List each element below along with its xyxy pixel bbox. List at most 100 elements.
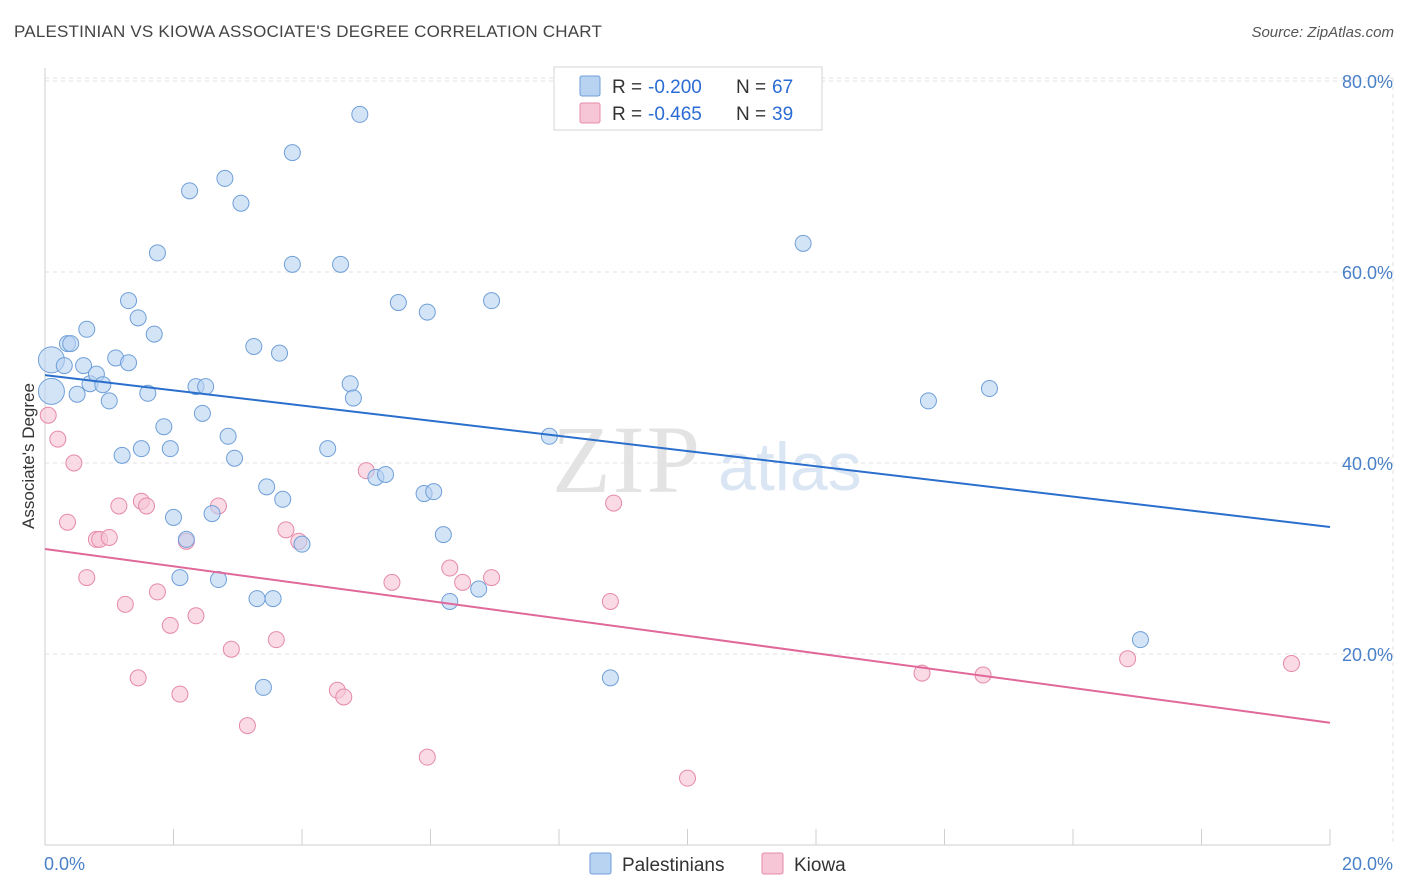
kiowa-point xyxy=(65,454,83,472)
palestinians-point xyxy=(94,376,112,394)
kiowa-trend-line xyxy=(44,547,1331,724)
y-tick-label: 20.0% xyxy=(1342,645,1393,665)
palestinians-point xyxy=(264,590,282,608)
palestinians-point xyxy=(483,292,501,310)
palestinians-point xyxy=(55,357,73,375)
legend-r-value-palestinians: -0.200 xyxy=(648,77,702,98)
palestinians-point xyxy=(62,335,80,353)
palestinians-point xyxy=(377,465,395,483)
kiowa-point xyxy=(418,748,436,766)
palestinians-point xyxy=(434,526,452,544)
palestinians-point xyxy=(332,255,350,273)
legend-n-label: N = xyxy=(736,77,766,98)
y-axis-label: Associate's Degree xyxy=(19,383,38,529)
y-tick-label: 60.0% xyxy=(1342,263,1393,283)
y-tick-label: 40.0% xyxy=(1342,454,1393,474)
palestinians-point xyxy=(226,449,244,467)
palestinians-point xyxy=(470,580,488,598)
legend-swatch-palestinians xyxy=(579,75,601,97)
palestinians-point xyxy=(980,380,998,398)
kiowa-point xyxy=(601,592,619,610)
chart-title: PALESTINIAN VS KIOWA ASSOCIATE'S DEGREE … xyxy=(14,22,603,41)
palestinians-point xyxy=(120,292,138,310)
kiowa-point xyxy=(138,497,156,515)
y-tick-label: 80.0% xyxy=(1342,72,1393,92)
palestinians-point xyxy=(203,505,221,523)
legend-n-value-kiowa: 39 xyxy=(772,104,793,125)
legend-r-label: R = xyxy=(612,77,642,98)
kiowa-point xyxy=(267,631,285,649)
tick-labels: 20.0% 40.0% 60.0% 80.0% 0.0% 20.0% xyxy=(44,72,1393,874)
palestinians-point xyxy=(1131,631,1149,649)
palestinians-point xyxy=(161,440,179,458)
palestinians-point xyxy=(919,392,937,410)
bottom-legend-palestinians: Palestinians xyxy=(622,855,724,876)
palestinians-point xyxy=(344,389,362,407)
palestinians-point xyxy=(197,378,215,396)
series-legend: Palestinians Kiowa xyxy=(589,852,846,876)
palestinians-point xyxy=(601,669,619,687)
palestinians-point xyxy=(254,678,272,696)
kiowa-point xyxy=(129,669,147,687)
kiowa-point xyxy=(148,583,166,601)
palestinians-point xyxy=(129,309,147,327)
x-tick-label-max: 20.0% xyxy=(1342,854,1393,874)
watermark: ZIP atlas xyxy=(552,406,862,513)
source-credit: Source: ZipAtlas.com xyxy=(1251,24,1394,41)
kiowa-point xyxy=(277,521,295,539)
palestinians-point xyxy=(319,440,337,458)
kiowa-point xyxy=(161,616,179,634)
palestinians-point xyxy=(120,354,138,372)
palestinians-point xyxy=(68,385,86,403)
bottom-legend-swatch-palestinians xyxy=(589,852,612,875)
palestinians-point xyxy=(113,446,131,464)
kiowa-point xyxy=(679,769,696,787)
palestinians-point xyxy=(177,530,195,548)
palestinians-point xyxy=(193,404,211,422)
watermark-zip: ZIP xyxy=(552,406,702,513)
legend-r-label: R = xyxy=(612,104,642,125)
palestinians-point xyxy=(232,194,250,212)
kiowa-point xyxy=(78,569,96,587)
palestinians-point xyxy=(216,169,234,187)
correlation-legend: R = -0.200 N = 67 R = -0.465 N = 39 xyxy=(553,66,823,131)
palestinians-point xyxy=(219,427,237,445)
kiowa-point xyxy=(110,497,128,515)
kiowa-point xyxy=(335,688,353,706)
palestinians-point xyxy=(271,344,289,362)
legend-n-label: N = xyxy=(736,104,766,125)
palestinians-trend-line xyxy=(44,374,1331,528)
kiowa-point xyxy=(1119,650,1137,668)
kiowa-point xyxy=(238,717,256,735)
palestinians-point xyxy=(165,508,182,526)
kiowa-point xyxy=(39,406,57,424)
palestinians-point xyxy=(283,144,301,162)
palestinians-points xyxy=(37,105,1149,696)
palestinians-point xyxy=(37,377,65,405)
palestinians-point xyxy=(274,490,292,508)
palestinians-point xyxy=(425,483,443,501)
palestinians-point xyxy=(794,234,812,252)
kiowa-point xyxy=(222,640,240,658)
legend-r-value-kiowa: -0.465 xyxy=(648,104,702,125)
palestinians-point xyxy=(100,392,118,410)
kiowa-points xyxy=(39,406,1300,787)
palestinians-point xyxy=(148,244,166,262)
kiowa-point xyxy=(187,607,205,625)
palestinians-point xyxy=(418,303,436,321)
kiowa-point xyxy=(58,513,76,531)
kiowa-point xyxy=(116,595,134,613)
x-tick-label-min: 0.0% xyxy=(44,854,85,874)
kiowa-point xyxy=(100,528,118,546)
palestinians-point xyxy=(293,535,311,553)
palestinians-point xyxy=(132,440,150,458)
palestinians-point xyxy=(341,375,359,393)
kiowa-point xyxy=(171,685,189,703)
legend-n-value-palestinians: 67 xyxy=(772,77,793,98)
palestinians-point xyxy=(78,320,96,338)
kiowa-point xyxy=(454,573,472,591)
palestinians-point xyxy=(389,294,407,312)
palestinians-point xyxy=(171,569,189,587)
palestinians-point xyxy=(145,325,163,343)
